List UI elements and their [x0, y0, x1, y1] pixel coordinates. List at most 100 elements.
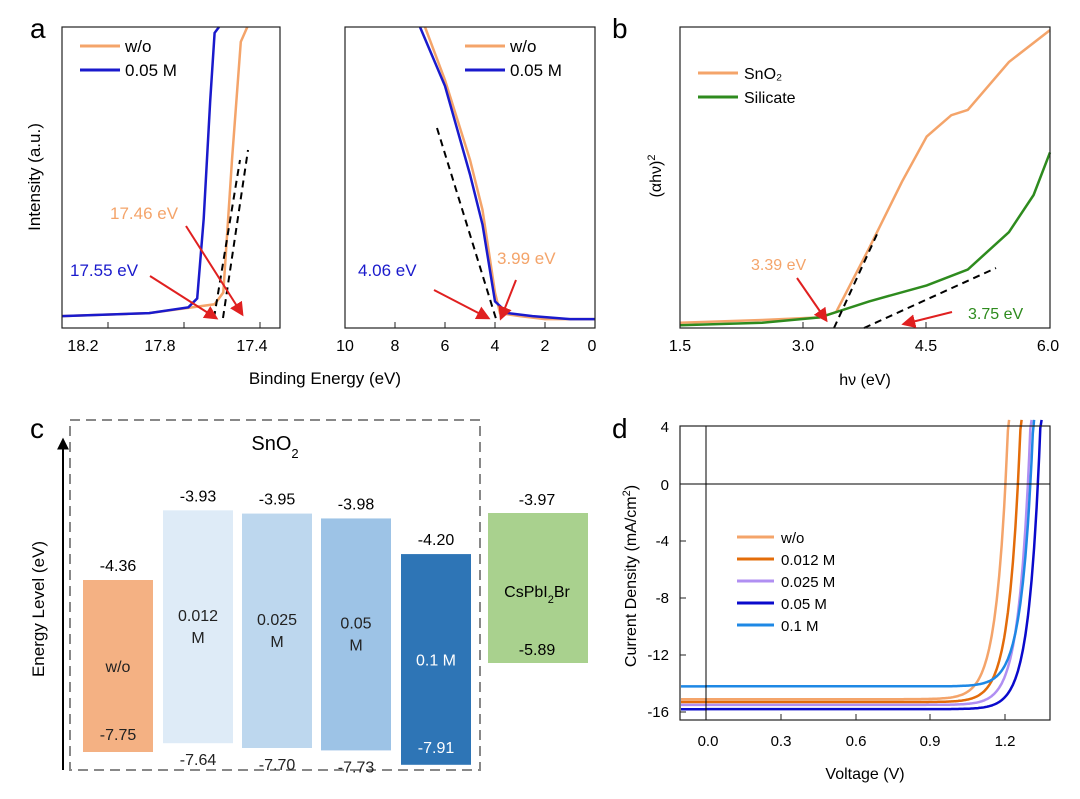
legend-label-wo: w/o: [124, 37, 151, 56]
legend-label-silicate: Silicate: [744, 90, 796, 107]
annotation-silicate: 3.75 eV: [968, 306, 1023, 323]
group-title: SnO2: [251, 433, 298, 461]
arrow-005m: [433, 289, 491, 320]
x-tick-label: 3.0: [792, 338, 814, 355]
series-line-silicate: [679, 151, 1052, 327]
bar-bottom-value: -7.73: [338, 759, 375, 776]
y-tick-label: 4: [661, 419, 669, 436]
bar-name: M: [349, 637, 362, 654]
y-tick-label: -12: [647, 647, 669, 664]
energy-bar-4: -4.20 -7.91 0.1 M: [401, 532, 471, 765]
x-tick-label: 17.4: [236, 338, 267, 355]
fit-line-silicate: [863, 267, 997, 329]
y-axis-label-d: Current Density (mA/cm2): [621, 485, 640, 667]
arrow-sno2: [796, 277, 828, 323]
fit-line-sno2: [833, 231, 879, 329]
plot-frame-a-left: [61, 26, 281, 329]
jv-curve-4: [681, 419, 1036, 688]
bar-top-value: -4.20: [418, 532, 455, 549]
x-tick-label: 1.2: [995, 733, 1016, 750]
bar-name: CsPbI2Br: [504, 584, 570, 606]
annotation-wo: 17.46 eV: [110, 204, 179, 223]
y-axis-label-a: Intensity (a.u.): [25, 123, 44, 231]
x-tick-label: 6.0: [1037, 338, 1059, 355]
bar-rect: [163, 510, 233, 744]
annotation-wo: 3.99 eV: [497, 249, 556, 268]
x-axis-label-b: hν (eV): [839, 372, 891, 389]
bar-bottom-value: -7.70: [259, 757, 296, 774]
annotation-005m: 4.06 eV: [358, 261, 417, 280]
series-line-005m: [418, 26, 595, 321]
panel-b: 1.5 3.0 4.5 6.0 SnO₂ Silicate 3.39 eV 3.…: [669, 26, 1059, 355]
legend-label-005m: 0.05 M: [125, 61, 177, 80]
plot-frame-d: [679, 425, 1051, 721]
bar-top-value: -3.95: [259, 492, 296, 509]
energy-bar-3: -3.98 -7.73 0.05 M: [321, 496, 391, 776]
x-tick-label: 0: [588, 338, 597, 355]
arrow-wo: [185, 225, 244, 317]
plot-frame-b: [679, 26, 1051, 329]
bar-name: 0.012: [178, 608, 218, 625]
y-axis-label-c: Energy Level (eV): [29, 541, 48, 677]
x-tick-label: 10: [336, 338, 354, 355]
series-line-005m: [61, 26, 221, 318]
x-tick-label: 1.5: [669, 338, 691, 355]
sno2-group-box: [69, 419, 481, 771]
energy-bars: -4.36 -7.75 w/o -3.93 -7.64 0.012 M -3.95 -7.70 0…: [83, 488, 471, 776]
x-tick-label: 17.8: [144, 338, 175, 355]
x-tick-label: 4: [491, 338, 500, 355]
x-axis-label-d: Voltage (V): [825, 766, 904, 783]
x-axis-label-a: Binding Energy (eV): [249, 369, 401, 388]
bar-name: 0.05: [340, 615, 371, 632]
x-tick-label: 0.6: [846, 733, 867, 750]
x-tick-label: 2: [541, 338, 550, 355]
x-tick-label: 8: [391, 338, 400, 355]
fit-line-right: [436, 127, 498, 323]
bar-name: w/o: [105, 659, 131, 676]
legend-label-005m: 0.05 M: [510, 61, 562, 80]
legend-d: w/o 0.012 M 0.025 M 0.05 M 0.1 M: [737, 530, 835, 635]
bar-bottom-value: -7.64: [180, 752, 217, 769]
bar-bottom-value: -7.75: [100, 727, 137, 744]
panel-a-left: 18.2 17.8 17.4 w/o 0.05 M 17.46 eV 17.55…: [61, 26, 281, 355]
x-tick-label: 6: [441, 338, 450, 355]
jv-curve-2: [681, 419, 1033, 707]
bar-top-value: -3.98: [338, 496, 375, 513]
bar-rect: [321, 518, 391, 751]
plot-frame-a-right: [344, 26, 596, 329]
jv-curve-3: [681, 419, 1043, 711]
legend-label: 0.012 M: [781, 552, 835, 569]
bar-rect: [401, 554, 471, 765]
panel-label-a: a: [30, 13, 46, 44]
panel-d: 4 0 -4 -8 -12 -16 0.0 0.3 0.6 0.9 1.2 w/…: [647, 419, 1051, 750]
bar-rect: [83, 580, 153, 752]
bar-rect: [242, 513, 312, 748]
y-axis-label-b: (αhν)2: [646, 155, 665, 198]
y-tick-label: 0: [661, 477, 669, 494]
panel-label-c: c: [30, 413, 44, 444]
bar-cspbi2br: [488, 513, 588, 663]
panel-label-b: b: [612, 13, 628, 44]
legend-label-wo: w/o: [509, 37, 536, 56]
bar-name: 0.1 M: [416, 652, 456, 669]
x-tick-label: 4.5: [915, 338, 937, 355]
jv-curve-1: [681, 419, 1023, 704]
x-tick-label: 0.0: [698, 733, 719, 750]
y-tick-label: -8: [656, 590, 669, 607]
legend-label: 0.1 M: [781, 618, 819, 635]
x-tick-label: 18.2: [67, 338, 98, 355]
arrow-wo: [498, 279, 517, 321]
arrow-005m: [149, 275, 219, 320]
energy-bar-0: -4.36 -7.75 w/o: [83, 558, 153, 752]
legend-label: w/o: [780, 530, 804, 547]
jv-curve-0: [681, 419, 1011, 701]
energy-bar-1: -3.93 -7.64 0.012 M: [163, 488, 233, 769]
panel-a-right: 10 8 6 4 2 0 w/o 0.05 M 4.06 eV 3.99 eV: [336, 26, 597, 355]
legend-label-sno2: SnO₂: [744, 66, 782, 83]
jv-curves: [681, 419, 1043, 711]
csp-bar: -3.97 CsPbI2Br -5.89: [488, 492, 588, 663]
annotation-sno2: 3.39 eV: [751, 257, 806, 274]
bar-bottom-value: -5.89: [519, 642, 556, 659]
bar-top-value: -3.93: [180, 488, 217, 505]
